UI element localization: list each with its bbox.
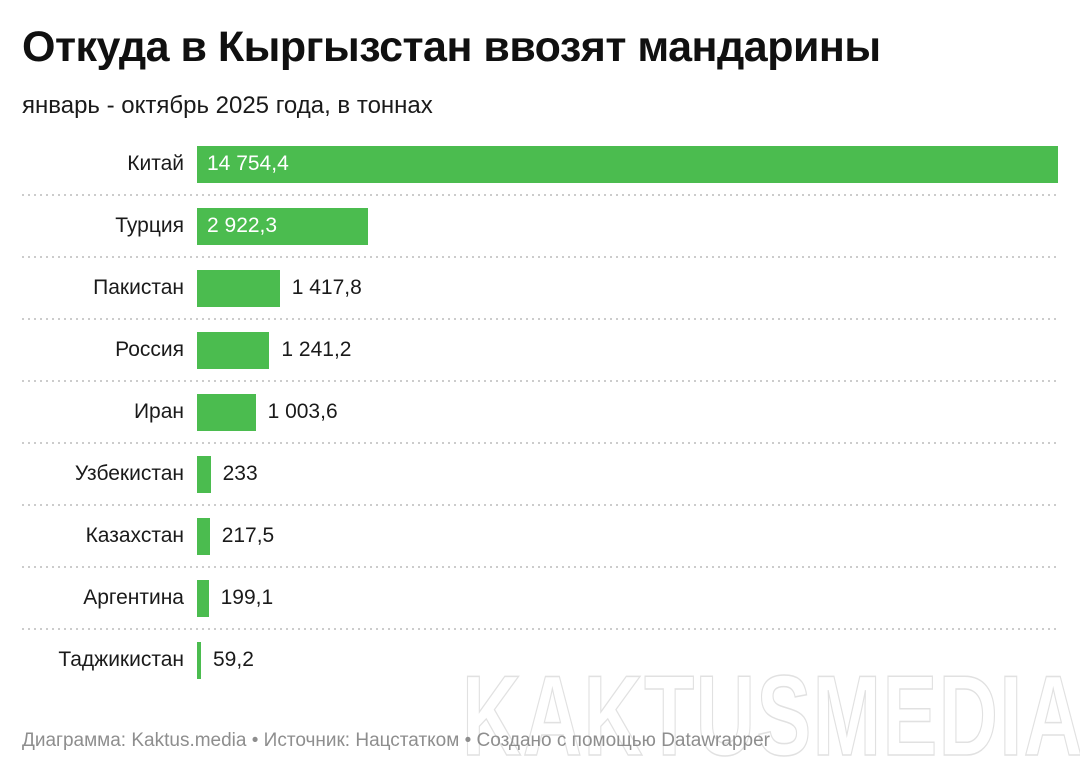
bar-track: 14 754,4 xyxy=(197,145,1058,183)
category-label: Россия xyxy=(115,338,184,362)
value-label: 233 xyxy=(222,462,258,486)
category-label: Иран xyxy=(133,400,184,424)
bar: 14 754,4 xyxy=(197,145,1058,183)
bar-track: 233 xyxy=(197,455,1058,493)
bar-row: Пакистан 1 417,8 xyxy=(22,257,1058,321)
bar-row: Иран 1 003,6 xyxy=(22,381,1058,445)
category-label: Казахстан xyxy=(85,524,184,548)
value-label: 2 922,3 xyxy=(207,214,278,238)
value-label: 14 754,4 xyxy=(207,152,289,176)
bar-track: 1 417,8 xyxy=(197,269,1058,307)
bar-track: 217,5 xyxy=(197,517,1058,555)
bar xyxy=(197,393,256,431)
value-label: 1 003,6 xyxy=(267,400,338,424)
bar-track: 59,2 xyxy=(197,641,1058,679)
bar xyxy=(197,331,270,369)
bar-row: Россия 1 241,2 xyxy=(22,319,1058,383)
value-label: 1 417,8 xyxy=(291,276,362,300)
bar-track: 2 922,3 xyxy=(197,207,1058,245)
bar xyxy=(197,269,280,307)
value-label: 199,1 xyxy=(220,586,274,610)
bar xyxy=(197,455,211,493)
chart-footer: Диаграмма: Kaktus.media • Источник: Нацс… xyxy=(22,730,770,751)
value-label: 1 241,2 xyxy=(281,338,352,362)
bar-track: 1 241,2 xyxy=(197,331,1058,369)
bar xyxy=(197,517,210,555)
value-label: 217,5 xyxy=(221,524,275,548)
bar-chart: Китай 14 754,4 Турция 2 922,3 Пакистан 1 417,… xyxy=(22,133,1058,691)
bar-row: Узбекистан 233 xyxy=(22,443,1058,507)
bar-row: Казахстан 217,5 xyxy=(22,505,1058,569)
bar-row: Аргентина 199,1 xyxy=(22,567,1058,631)
chart-title: Откуда в Кыргызстан ввозят мандарины xyxy=(22,23,881,71)
category-label: Узбекистан xyxy=(74,462,184,486)
bar xyxy=(197,579,209,617)
bar-track: 1 003,6 xyxy=(197,393,1058,431)
value-label: 59,2 xyxy=(213,648,254,672)
bar xyxy=(197,641,201,679)
category-label: Пакистан xyxy=(93,276,184,300)
chart-subtitle: январь - октябрь 2025 года, в тоннах xyxy=(22,92,433,120)
bar-row: Таджикистан 59,2 xyxy=(22,629,1058,691)
category-label: Китай xyxy=(127,152,184,176)
category-label: Турция xyxy=(115,214,184,238)
bar-row: Китай 14 754,4 xyxy=(22,133,1058,197)
bar-row: Турция 2 922,3 xyxy=(22,195,1058,259)
bar: 2 922,3 xyxy=(197,207,368,245)
bar-track: 199,1 xyxy=(197,579,1058,617)
category-label: Аргентина xyxy=(83,586,184,610)
category-label: Таджикистан xyxy=(58,648,184,672)
